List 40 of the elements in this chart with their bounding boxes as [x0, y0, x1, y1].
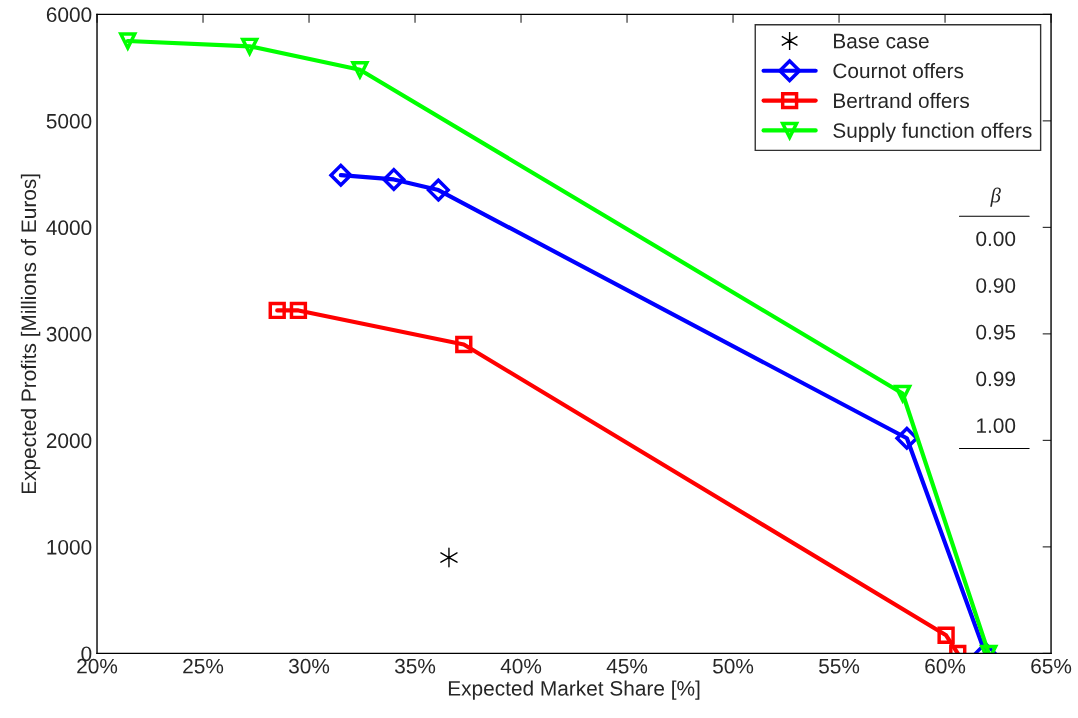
y-tick-label: 2000 — [46, 433, 92, 449]
x-tick-label: 30% — [288, 658, 330, 674]
point — [426, 178, 450, 202]
point — [268, 301, 286, 320]
x-tick-label: 40% — [500, 658, 542, 674]
x-tick-label: 50% — [713, 658, 754, 674]
legend-label: Cournot offers — [833, 62, 964, 79]
y-axis-title: Expected Profits [Millions of Euros] — [20, 174, 41, 494]
x-tick-label: 25% — [183, 658, 224, 674]
point — [895, 426, 919, 450]
y-tick-label: 6000 — [46, 7, 92, 23]
point — [382, 167, 406, 191]
point — [350, 61, 370, 81]
y-tick-label: 3000 — [46, 326, 92, 342]
point — [440, 547, 458, 568]
annotation: 0.95 — [976, 324, 1016, 340]
annotation: 0.90 — [976, 278, 1016, 293]
x-tick-label: 35% — [394, 658, 436, 674]
point — [240, 37, 259, 55]
legend-label: Supply function offers — [833, 122, 1032, 143]
point — [329, 163, 353, 187]
annotation: 0.99 — [976, 371, 1015, 387]
annotation: 0.00 — [976, 231, 1016, 247]
y-tick-label: 5000 — [46, 113, 92, 129]
annotation: β — [990, 187, 1001, 207]
point — [455, 335, 473, 354]
x-tick-label: 45% — [606, 658, 648, 674]
annotation: 1.00 — [977, 418, 1016, 434]
x-tick-label: 60% — [925, 658, 966, 674]
point — [893, 384, 913, 405]
legend-label: Base case — [834, 33, 929, 49]
legend-label: Bertrand offers — [834, 92, 970, 109]
y-tick-label: 1000 — [47, 539, 92, 555]
point — [937, 626, 955, 644]
x-tick-label: 65% — [1031, 658, 1072, 674]
x-tick-label: 55% — [819, 658, 860, 674]
point — [119, 32, 137, 50]
x-axis-title: Expected Market Share [%] — [448, 680, 700, 700]
point — [289, 301, 308, 320]
y-tick-label: 4000 — [46, 220, 92, 236]
